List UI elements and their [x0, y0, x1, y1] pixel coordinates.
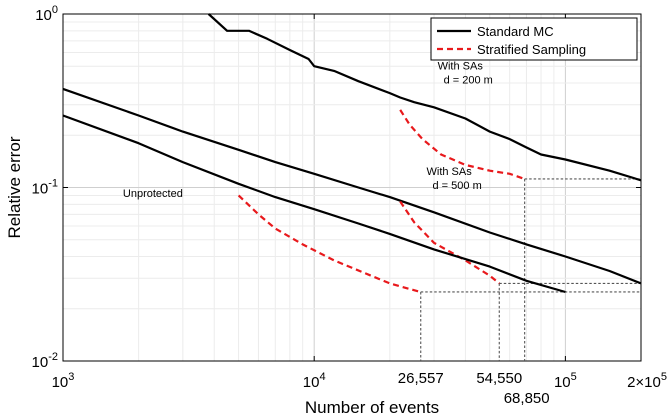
threshold-markers: 26,557 54,550 68,850 [398, 178, 641, 407]
y-axis-label: Relative error [5, 136, 24, 238]
y-tick-label: 100 [35, 4, 58, 24]
annotation-label: With SAs d = 500 m [427, 166, 482, 192]
x-tick-label: 105 [554, 371, 577, 391]
annotation-label: Unprotected [123, 188, 183, 200]
series-lines [62, 13, 642, 294]
marker-label: 26,557 [398, 370, 444, 387]
stratified-sampling-line-d-200-m [399, 109, 526, 181]
legend-entry-label: Standard MC [477, 24, 554, 39]
marker-label: 54,550 [476, 370, 522, 387]
legend: Standard MC Stratified Sampling [430, 17, 638, 61]
legend-box [430, 17, 638, 61]
x-axis-label: Number of events [305, 398, 439, 417]
stratified-sampling-line-d-500-m [399, 200, 500, 285]
standard-mc-line-d-500-m [62, 87, 642, 285]
standard-mc-line-unprotected [62, 114, 566, 294]
annotation-label: With SAs d = 200 m [438, 60, 493, 86]
x-tick-label: 104 [303, 371, 326, 391]
x-tick-label: 103 [52, 371, 75, 391]
standard-mc-line-d-200-m [207, 13, 642, 182]
annotations: With SAs d = 200 m With SAs d = 500 m Unprot… [123, 60, 493, 200]
y-tick-label: 10-1 [32, 178, 58, 198]
stratified-sampling-line-unprotected [237, 194, 421, 294]
y-tick-label: 10-2 [32, 351, 58, 371]
x-tick-label: 2×105 [627, 371, 667, 391]
marker-label: 68,850 [504, 390, 550, 407]
legend-entry-label: Stratified Sampling [477, 42, 586, 57]
axes: 103 104 105 2×105 100 10-1 10-2 [32, 4, 667, 391]
